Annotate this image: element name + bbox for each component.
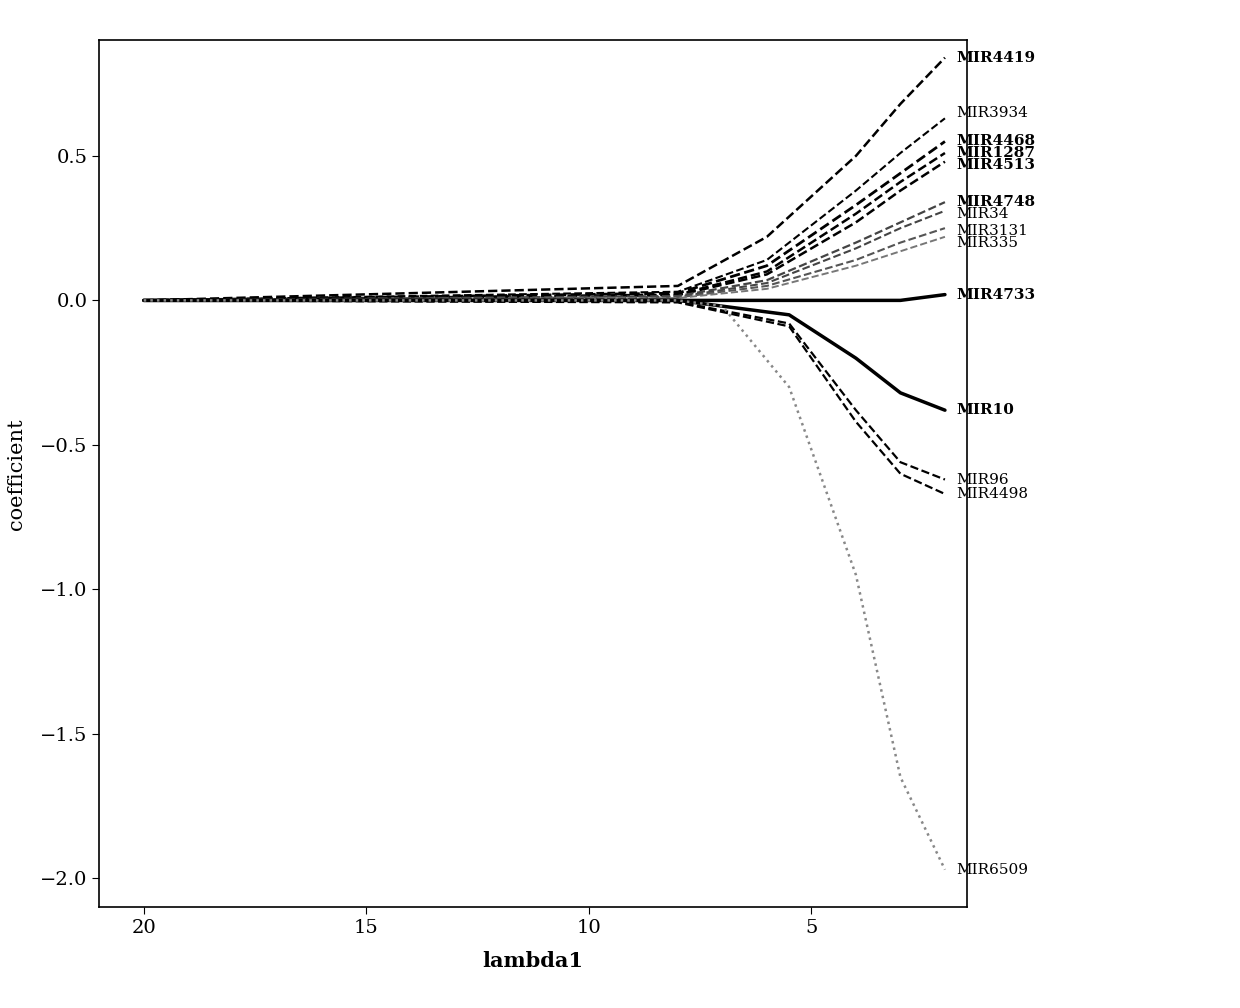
Y-axis label: coefficient: coefficient [7,418,26,529]
Text: MIR4498: MIR4498 [956,487,1028,501]
Text: MIR6509: MIR6509 [956,863,1028,877]
Text: MIR4513: MIR4513 [956,157,1035,171]
Text: MIR10: MIR10 [956,403,1014,417]
Text: MIR1287: MIR1287 [956,146,1035,160]
Text: MIR96: MIR96 [956,473,1008,487]
Text: MIR335: MIR335 [956,236,1018,250]
X-axis label: lambda1: lambda1 [482,951,584,971]
Text: MIR34: MIR34 [956,207,1008,221]
Text: MIR4419: MIR4419 [956,50,1035,65]
Text: MIR3131: MIR3131 [956,224,1028,238]
Text: MIR3934: MIR3934 [956,106,1028,120]
Text: MIR4468: MIR4468 [956,134,1035,148]
Text: MIR4748: MIR4748 [956,196,1035,209]
Text: MIR4733: MIR4733 [956,287,1035,301]
